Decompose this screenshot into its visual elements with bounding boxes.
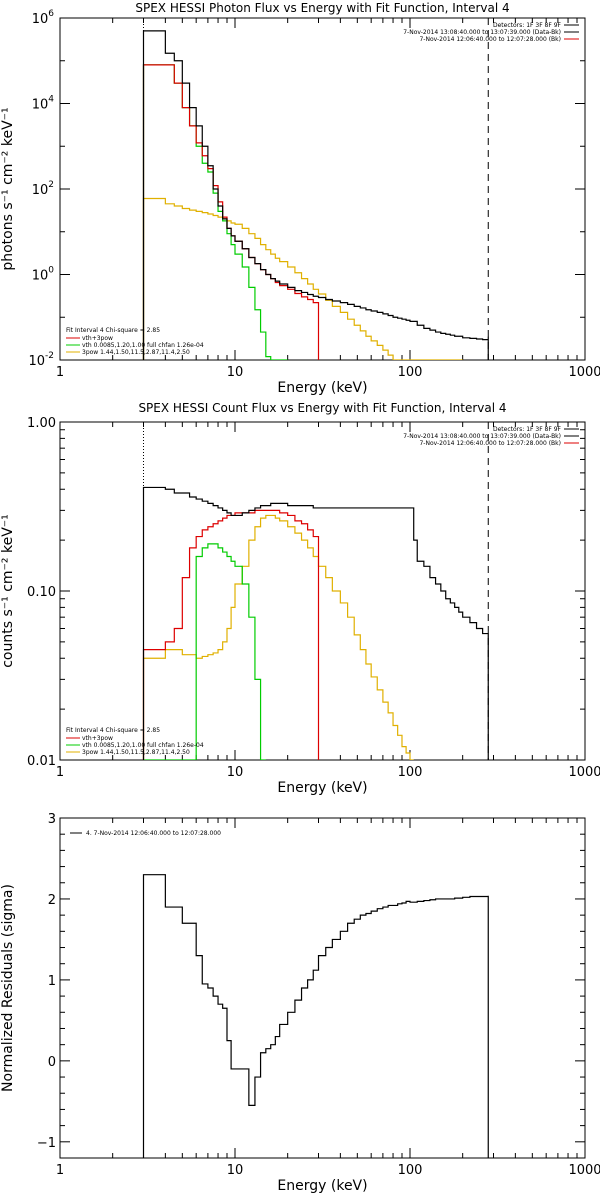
legend-bottom-entry: 3pow 1.44,1.50,11.5,2.87,11.4,2.50 — [82, 349, 190, 356]
y-tick-label: 100 — [32, 266, 55, 284]
x-tick-label: 1000 — [568, 365, 600, 380]
legend-bottom-entry: vth+3pow — [82, 735, 113, 742]
y-tick-label: 0.10 — [27, 585, 56, 600]
series-line-fit — [142, 197, 463, 360]
legend-top-entry: Detectors: 1F 3F 8F 9F — [493, 22, 562, 29]
y-tick-label: 0.01 — [27, 754, 56, 769]
legend-entry: 4. 7-Nov-2014 12:06:40.000 to 12:07:28.0… — [86, 830, 221, 837]
legend-bottom-entry: 3pow 1.44,1.50,11.5,2.87,11.4,2.50 — [82, 749, 190, 756]
series-line-fit — [143, 543, 266, 760]
plot-frame — [59, 817, 586, 1159]
x-axis-label: Energy (keV) — [277, 1178, 367, 1194]
panel-2: SPEX HESSI Count Flux vs Energy with Fit… — [0, 401, 600, 796]
legend-bottom-entry: vth+3pow — [82, 335, 113, 342]
y-tick-label: 106 — [32, 9, 55, 27]
x-axis-label: Energy (keV) — [277, 380, 367, 396]
y-tick-label: 104 — [32, 95, 55, 113]
y-tick-label: 3 — [48, 812, 56, 827]
chart-title: SPEX HESSI Count Flux vs Energy with Fit… — [138, 401, 506, 415]
x-tick-label: 1 — [56, 765, 64, 780]
y-tick-label: 2 — [48, 893, 56, 908]
panel-1: SPEX HESSI Photon Flux vs Energy with Fi… — [0, 1, 600, 396]
series-line-residuals — [142, 874, 489, 1158]
series-line-data — [142, 486, 489, 760]
x-tick-label: 10 — [227, 1163, 244, 1178]
y-axis-label: counts s⁻¹ cm⁻² keV⁻¹ — [0, 514, 16, 668]
x-tick-label: 1 — [56, 1163, 64, 1178]
y-axis-label: photons s⁻¹ cm⁻² keV⁻¹ — [0, 107, 16, 270]
series-line-data — [142, 30, 489, 360]
chart-title: SPEX HESSI Photon Flux vs Energy with Fi… — [135, 1, 509, 15]
legend-top-entry: 7-Nov-2014 13:08:40.000 to 13:07:39.000 … — [403, 29, 561, 36]
y-tick-label: 102 — [32, 180, 54, 198]
legend-top-entry: Detectors: 1F 3F 8F 9F — [493, 426, 562, 433]
x-axis-label: Energy (keV) — [277, 780, 367, 796]
x-tick-label: 100 — [398, 1163, 423, 1178]
x-tick-label: 100 — [398, 365, 423, 380]
legend-top-entry: 7-Nov-2014 13:08:40.000 to 13:07:39.000 … — [403, 433, 561, 440]
x-tick-label: 100 — [398, 765, 423, 780]
y-tick-label: −1 — [37, 1136, 56, 1151]
legend-top-entry: 7-Nov-2014 12:06:40.000 to 12:07:28.000 … — [419, 36, 561, 43]
fit-info: Fit Interval 4 Chi-square = 2.85 — [66, 727, 160, 734]
fit-info: Fit Interval 4 Chi-square = 2.85 — [66, 327, 160, 334]
panel-3: 1 10 100 1000 −1 0 1 2 3 Energy (keV) Normalized R… — [0, 812, 600, 1194]
legend-bottom-entry: vth 0.0085,1.20,1.00 full chfan 1.26e-04 — [82, 742, 204, 749]
y-tick-label: 1.00 — [27, 416, 56, 431]
legend-bottom-entry: vth 0.0085,1.20,1.00 full chfan 1.26e-04 — [82, 342, 204, 349]
x-tick-label: 1000 — [568, 765, 600, 780]
legend-top-entry: 7-Nov-2014 12:06:40.000 to 12:07:28.000 … — [419, 440, 561, 447]
x-tick-label: 1000 — [568, 1163, 600, 1178]
x-tick-label: 1 — [56, 365, 64, 380]
y-axis-label: Normalized Residuals (sigma) — [0, 884, 16, 1092]
y-tick-label: 10-2 — [28, 351, 54, 369]
x-tick-label: 10 — [227, 765, 244, 780]
y-tick-label: 0 — [48, 1055, 56, 1070]
series-line-fit — [142, 514, 414, 760]
y-tick-label: 1 — [48, 974, 56, 989]
x-tick-label: 10 — [227, 365, 244, 380]
